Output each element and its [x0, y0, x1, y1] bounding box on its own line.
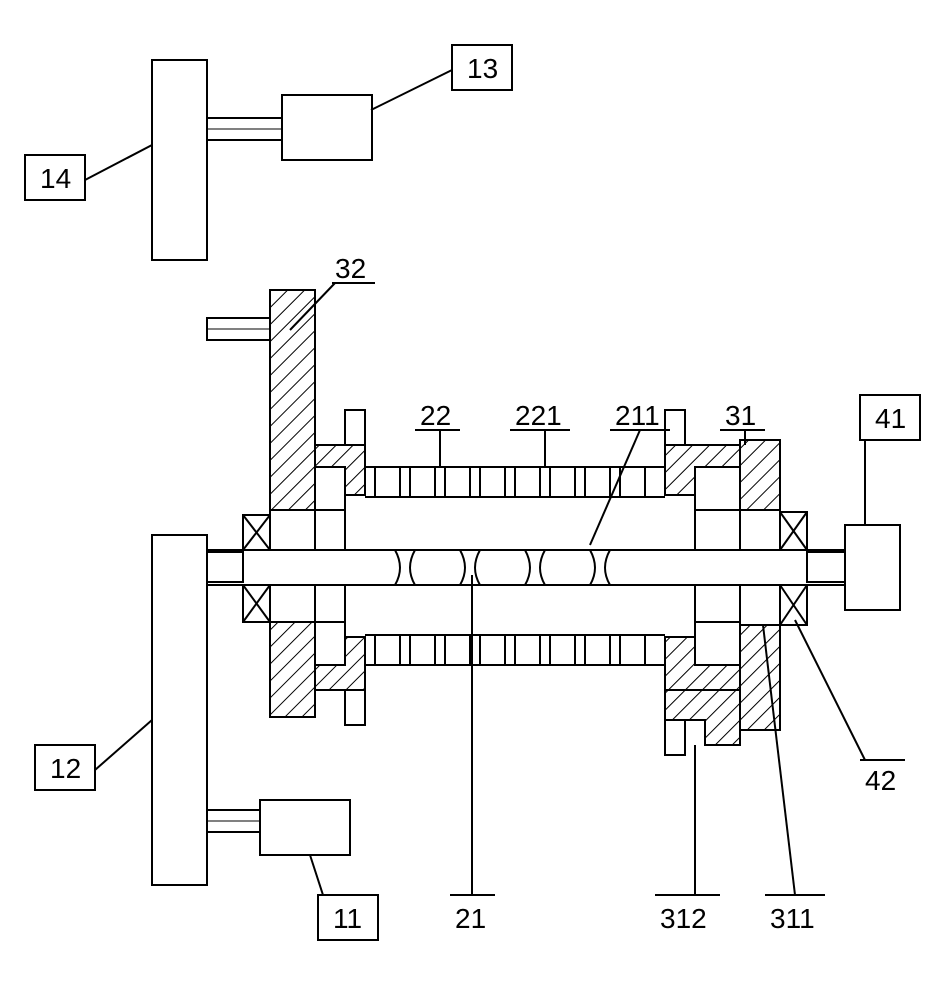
label-31: 31 [725, 400, 756, 431]
segmented-bar-top [365, 467, 665, 497]
label-32: 32 [335, 253, 366, 284]
diagram-canvas: 14 13 41 12 11 32 22 221 211 31 42 21 31… [0, 0, 944, 1000]
label-311: 311 [770, 903, 815, 934]
component-14 [152, 60, 282, 340]
component-11 [260, 800, 350, 855]
segmented-bar-bottom [365, 635, 665, 665]
component-13 [282, 95, 372, 160]
label-211: 211 [615, 400, 660, 431]
label-14: 14 [40, 163, 71, 194]
bearing-right-top [780, 512, 807, 550]
label-22: 22 [420, 400, 451, 431]
label-11: 11 [333, 903, 362, 934]
label-221: 221 [515, 400, 562, 431]
central-shaft [152, 550, 900, 585]
shaft-right-ext [807, 552, 845, 582]
label-42: 42 [865, 765, 896, 796]
bearing-left-bot [243, 585, 270, 622]
component-41 [845, 525, 900, 610]
bearing-right-bot [780, 585, 807, 625]
label-12: 12 [50, 753, 81, 784]
label-13: 13 [467, 53, 498, 84]
component-31 [740, 440, 780, 730]
component-32 [270, 290, 315, 717]
bearing-left-top [243, 515, 270, 550]
label-41: 41 [875, 403, 906, 434]
label-312: 312 [660, 903, 707, 934]
label-21: 21 [455, 903, 486, 934]
